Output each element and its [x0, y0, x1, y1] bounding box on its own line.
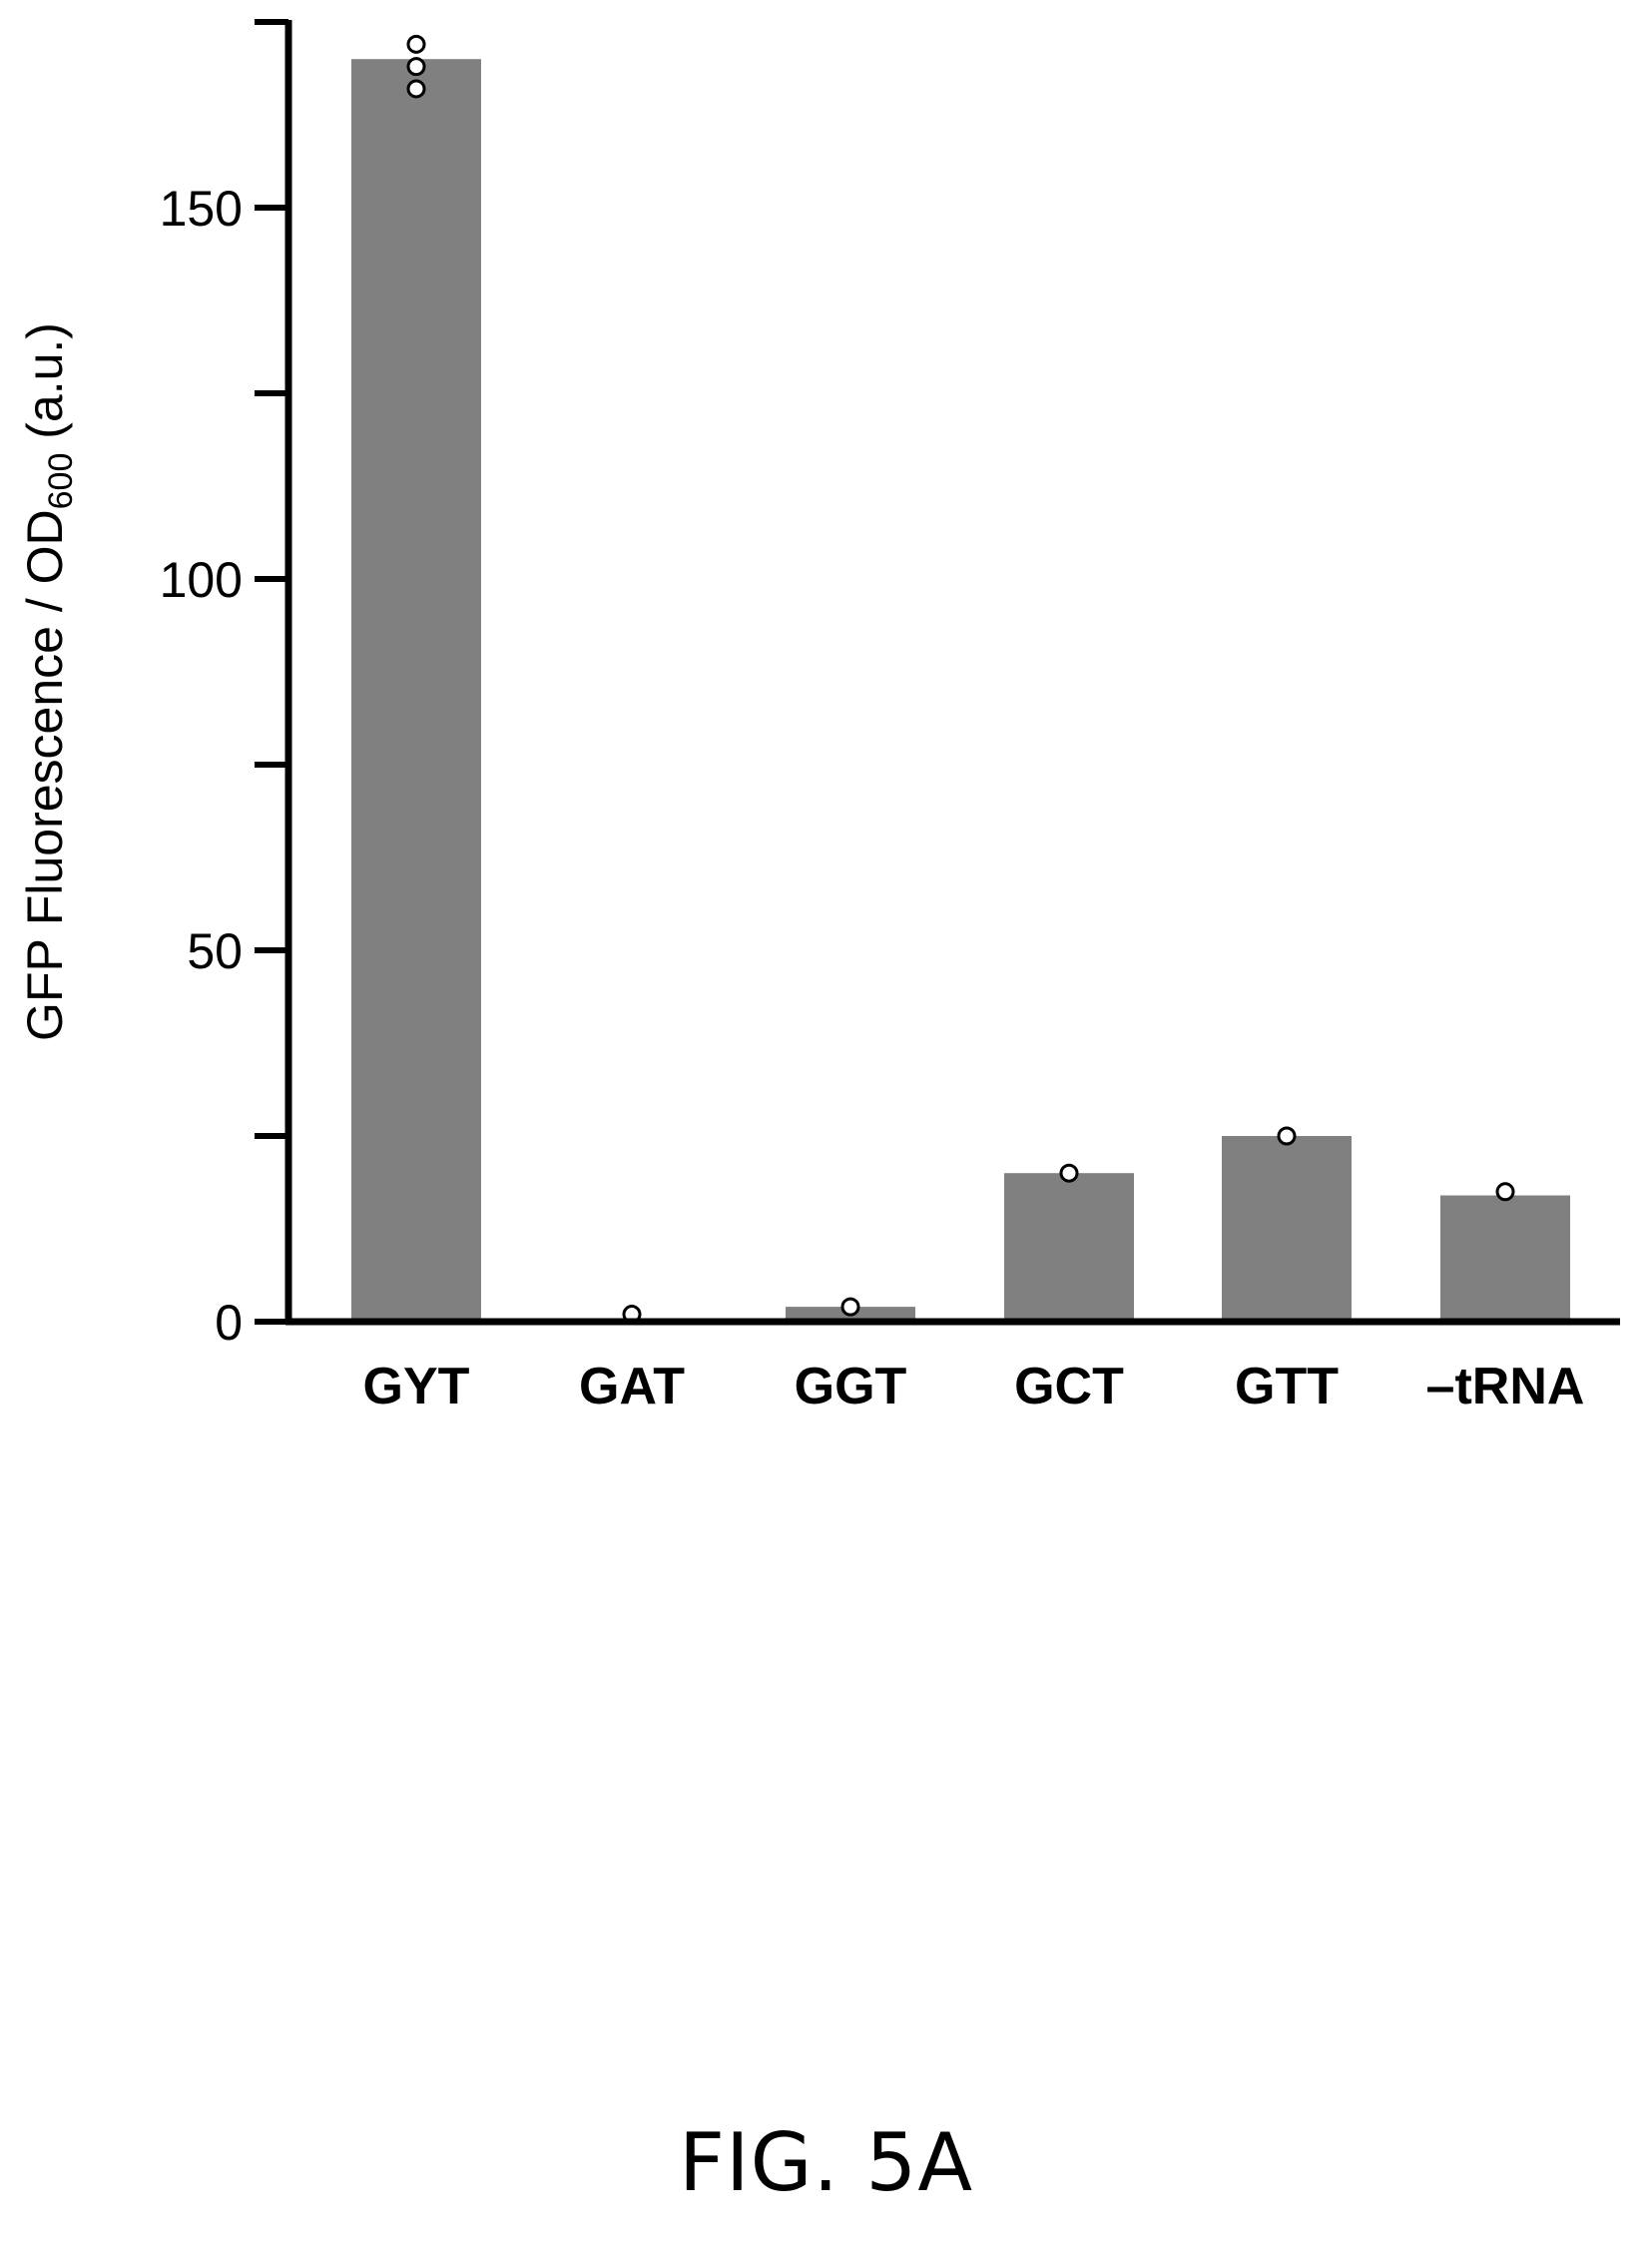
category-labels-layer: GYT GAT GGT GCT GTT –tRNA — [363, 1358, 1585, 1415]
category-label-2: GGT — [795, 1358, 907, 1415]
axes-layer — [284, 20, 1620, 1326]
y-tick-label-2: 50 — [187, 923, 243, 979]
bar-4 — [1222, 1136, 1352, 1322]
y-ticks-layer: 0 50 100 150 — [160, 19, 288, 1351]
category-label-0: GYT — [363, 1358, 470, 1415]
y-axis-label-subscript: 600 — [42, 453, 80, 510]
bar-0 — [351, 59, 481, 1323]
data-point-0-1 — [406, 57, 426, 77]
data-point-2-0 — [840, 1297, 860, 1317]
y-tick-label-4: 100 — [160, 552, 243, 608]
data-point-0-2 — [406, 79, 426, 99]
category-label-4: GTT — [1235, 1358, 1339, 1415]
data-point-4-0 — [1277, 1126, 1297, 1146]
category-label-5: –tRNA — [1426, 1358, 1585, 1415]
y-axis-label-unit: (a.u.) — [17, 322, 73, 453]
bar-3 — [1004, 1173, 1134, 1322]
data-point-5-0 — [1495, 1182, 1515, 1202]
points-layer — [406, 34, 1515, 1325]
y-axis-label-main: GFP Fluorescence / OD — [17, 509, 73, 1041]
bar-5 — [1440, 1195, 1570, 1322]
bar-chart: 0 50 100 150 GYT GAT GGT GCT GTT –tRNA GFP Fluor… — [17, 19, 1620, 1415]
y-tick-label-0: 0 — [215, 1295, 243, 1351]
data-point-0-0 — [406, 34, 426, 54]
category-label-3: GCT — [1014, 1358, 1124, 1415]
y-axis-label: GFP Fluorescence / OD600 (a.u.) — [17, 322, 80, 1041]
data-point-3-0 — [1059, 1163, 1079, 1183]
y-tick-label-6: 150 — [160, 181, 243, 237]
category-label-1: GAT — [579, 1358, 685, 1415]
bars-layer — [351, 59, 1570, 1323]
figure-caption: FIG. 5A — [678, 2116, 974, 2209]
